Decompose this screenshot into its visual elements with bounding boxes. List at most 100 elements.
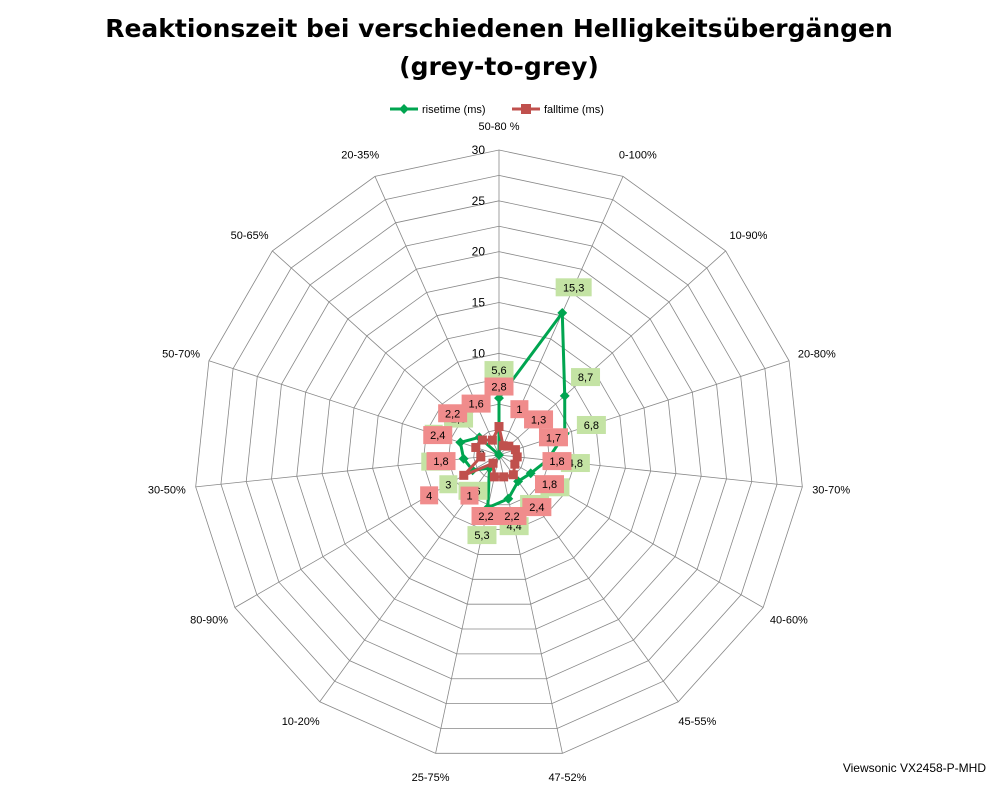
grid-ring [195,149,803,754]
falltime-data-label: 1,8 [426,452,456,471]
falltime-data-label: 1,8 [542,452,572,471]
grid-ring [397,352,601,555]
grid-spoke [498,454,679,702]
falltime-data-label: 1,3 [524,410,554,429]
falltime-marker [510,445,520,455]
grid-ring [372,327,626,580]
category-labels: 50-80 % 0-100% 10-90% 20-80% 30-70% 40-60% 45-… [148,121,850,784]
falltime-data-label: 2,4 [522,498,552,517]
risetime-data-label: 3 [439,475,458,494]
radial-tick-label: 30 [472,143,486,157]
category-label: 0-100% [619,149,657,161]
falltime-marker [487,435,497,445]
radial-tick-label: 25 [472,194,486,208]
risetime-series-line [458,311,567,510]
svg-text:5,3: 5,3 [474,530,489,542]
svg-text:1,8: 1,8 [542,479,557,491]
risetime-data-label: 15,3 [555,278,592,297]
risetime-marker [494,393,504,404]
risetime-marker [458,453,469,464]
category-label: 30-70% [812,484,850,496]
falltime-data-label: 2,8 [484,377,514,396]
falltime-data-label: 4 [420,486,439,505]
monitor-model-label: Viewsonic VX2458-P-MHD [842,761,986,775]
svg-text:5,6: 5,6 [491,365,506,377]
risetime-marker [557,307,568,318]
falltime-data-label: 1,8 [534,475,564,494]
falltime-marker [499,472,509,482]
category-label: 40-60% [770,615,808,627]
grid-ring [220,175,778,729]
falltime-marker [498,441,508,451]
grid-ring [245,200,753,705]
falltime-marker [510,459,520,469]
svg-text:2,2: 2,2 [478,511,493,523]
svg-text:15,3: 15,3 [563,282,584,294]
falltime-marker [504,441,514,451]
legend-item-falltime: falltime (ms) [512,104,604,116]
svg-text:1: 1 [516,404,522,416]
risetime-data-label: 6,8 [576,415,606,434]
falltime-marker [508,470,518,480]
svg-text:6,8: 6,8 [584,420,599,432]
falltime-marker [459,470,469,480]
svg-text:4,8: 4,8 [568,458,583,470]
grid-ring [346,302,652,605]
risetime-marker [455,437,466,448]
radar-grid [195,149,803,754]
grid-ring [473,429,525,481]
falltime-data-label: 1 [510,400,529,419]
category-label: 45-55% [678,716,716,728]
svg-text:3: 3 [445,479,451,491]
falltime-data-label: 1,6 [461,394,491,413]
grid-ring [296,251,702,655]
svg-text:1,6: 1,6 [468,399,483,411]
category-label: 50-80 % [479,121,520,133]
svg-text:1,8: 1,8 [433,456,448,468]
grid-ring [271,225,727,680]
svg-text:4: 4 [426,490,432,502]
category-label: 20-35% [341,149,379,161]
category-label: 47-52% [548,772,586,784]
chart-title-line1: Reaktionszeit bei verschiedenen Helligke… [105,14,893,43]
falltime-marker [489,472,499,482]
legend: risetime (ms) falltime (ms) [390,104,604,116]
falltime-marker [488,458,498,468]
legend-label: falltime (ms) [544,104,604,116]
category-label: 50-65% [231,230,269,242]
svg-text:1,8: 1,8 [549,456,564,468]
risetime-data-label: 5,3 [467,526,497,545]
falltime-data-label: 1 [460,486,479,505]
grid-spoke [498,454,563,754]
radial-ticks: 051015202530 [472,143,486,462]
svg-text:2,4: 2,4 [430,430,445,442]
category-label: 50-70% [162,348,200,360]
risetime-marker [494,450,504,460]
svg-text:1,3: 1,3 [531,414,546,426]
radial-tick-label: 15 [472,296,486,310]
falltime-data-label: 2,2 [471,507,501,526]
data-labels-layer: 5,615,38,76,84,83,63,24,45,31,633,542,62… [420,278,606,545]
svg-text:2,8: 2,8 [491,382,506,394]
risetime-marker [525,468,536,479]
falltime-marker [471,442,481,452]
svg-text:2,2: 2,2 [504,511,519,523]
falltime-data-label: 1,7 [538,428,568,447]
svg-text:2,2: 2,2 [445,408,460,420]
risetime-data-label: 8,7 [571,368,601,387]
risetime-data-label: 5,6 [484,361,514,380]
falltime-marker [512,452,522,462]
svg-text:1,7: 1,7 [546,432,561,444]
falltime-data-label: 2,2 [497,507,527,526]
falltime-marker [494,422,504,432]
falltime-data-label: 2,4 [423,426,453,445]
category-label: 10-20% [282,716,320,728]
category-label: 10-90% [729,230,767,242]
falltime-marker [476,452,486,462]
falltime-data-label: 2,2 [438,404,468,423]
svg-text:1: 1 [466,491,472,503]
category-label: 80-90% [190,615,228,627]
category-label: 30-50% [148,484,186,496]
radial-tick-label: 20 [472,245,486,259]
